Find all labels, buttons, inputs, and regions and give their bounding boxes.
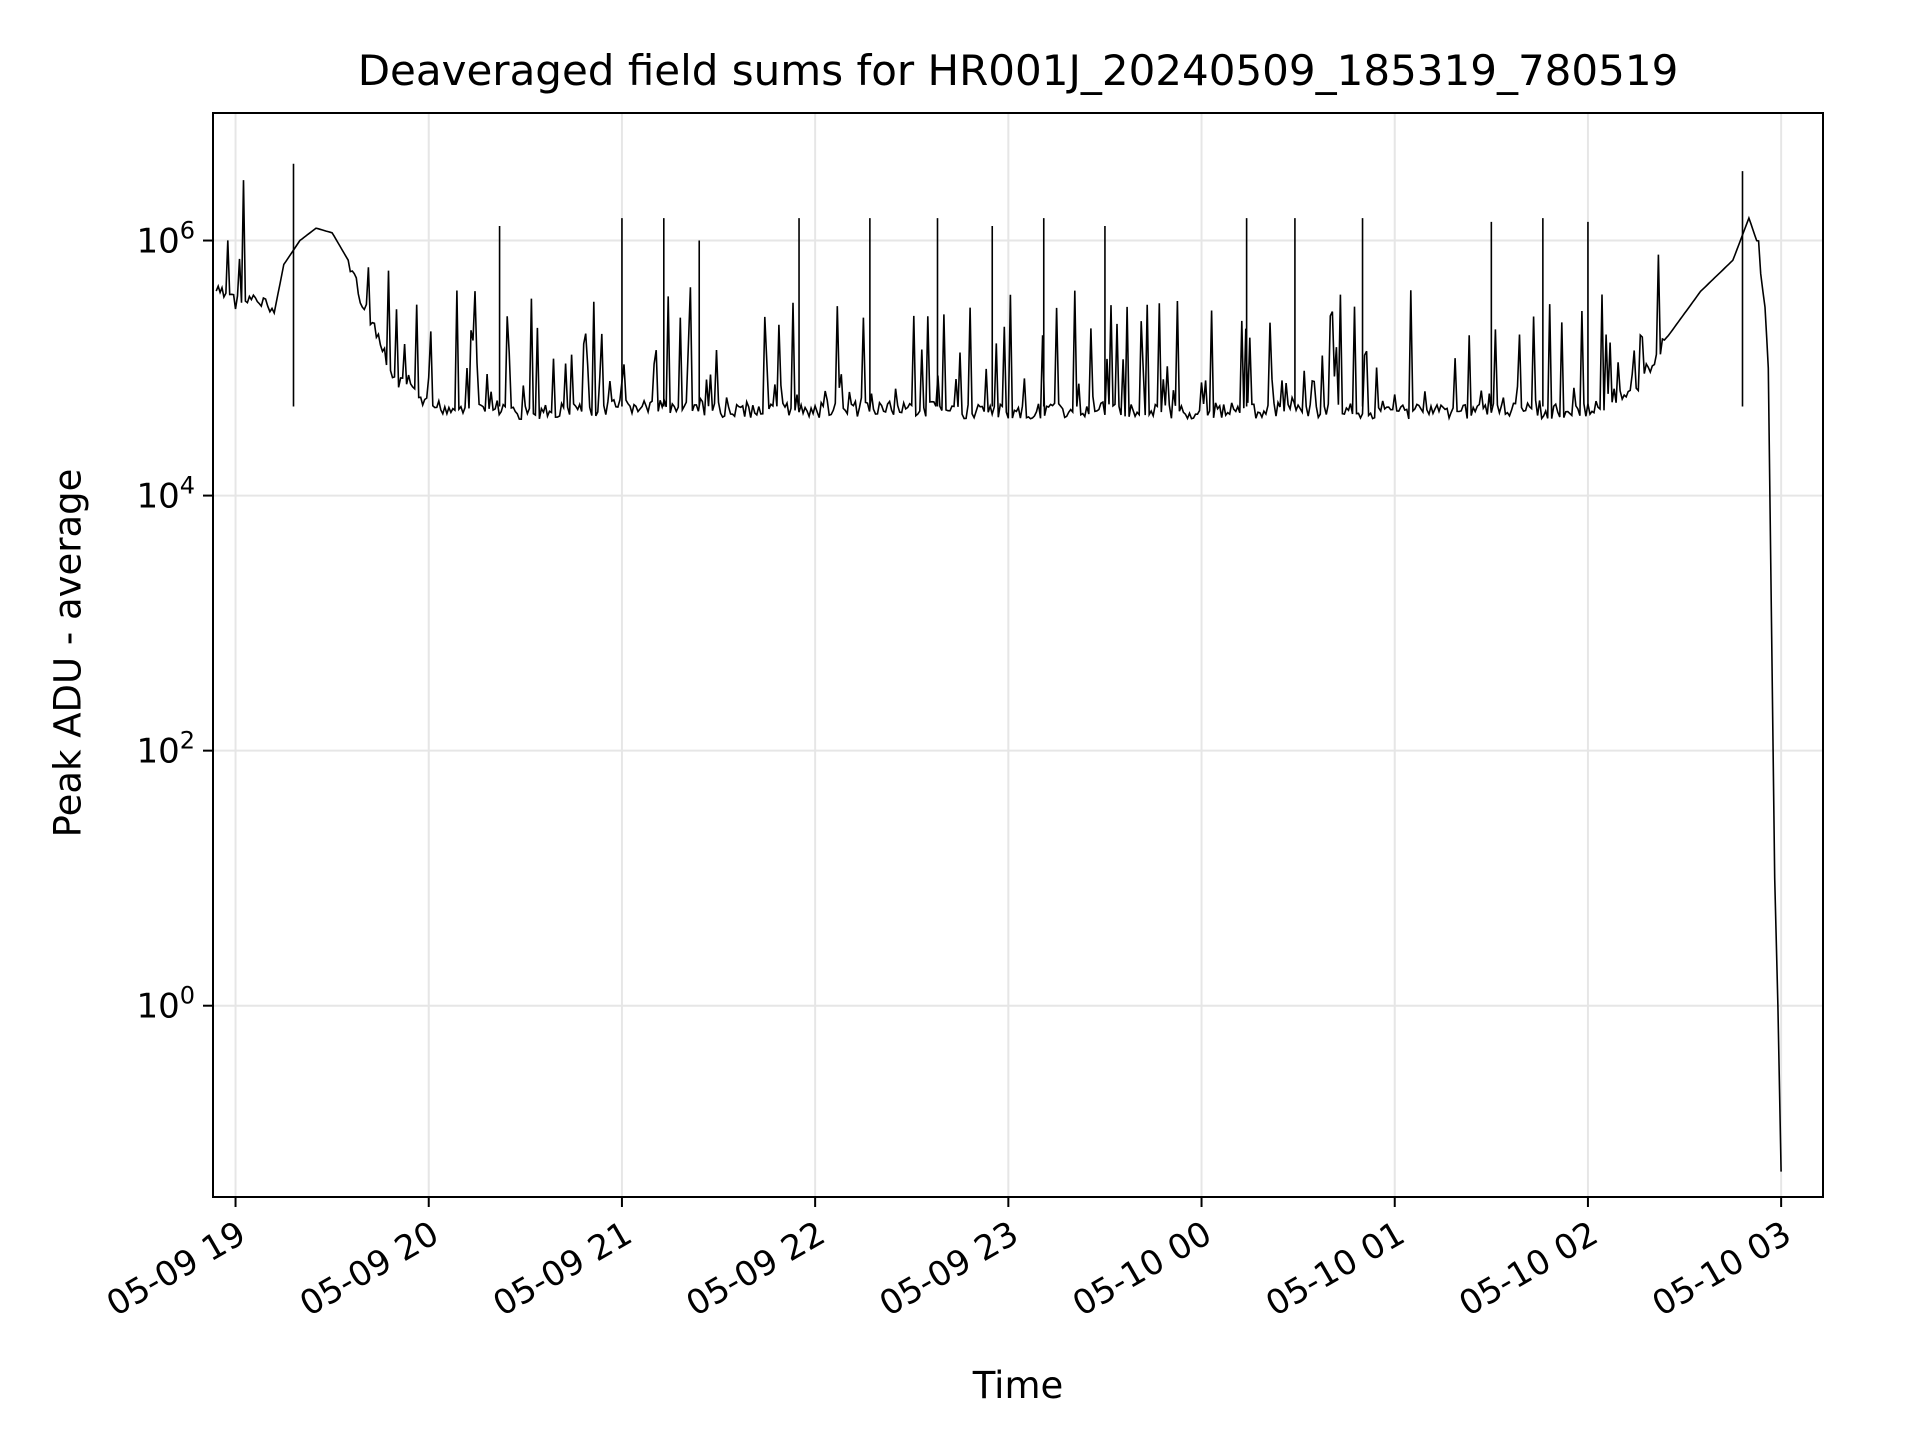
- y-tick-label: 106: [136, 217, 195, 262]
- y-axis-label: Peak ADU - average: [46, 468, 90, 838]
- x-tick-label: 05-10 03: [1646, 1214, 1798, 1325]
- y-tick-label: 104: [136, 472, 195, 517]
- x-tick-label: 05-09 19: [100, 1214, 252, 1325]
- x-axis-label: Time: [972, 1364, 1064, 1407]
- grid-lines: [213, 113, 1823, 1197]
- series-line: [215, 180, 1782, 1172]
- x-tick-label: 05-09 22: [680, 1214, 832, 1325]
- x-tick-label: 05-10 02: [1452, 1214, 1604, 1325]
- data-series: [215, 163, 1782, 1172]
- x-tick-label: 05-09 23: [873, 1214, 1025, 1325]
- y-tick-label: 100: [136, 982, 195, 1027]
- x-tick-label: 05-09 21: [486, 1214, 638, 1325]
- plot-frame: [212, 112, 1824, 1198]
- x-tick-label: 05-10 01: [1259, 1214, 1411, 1325]
- x-tick-label: 05-09 20: [293, 1214, 445, 1325]
- x-tick-label: 05-10 00: [1066, 1214, 1218, 1325]
- y-tick-label: 102: [136, 727, 195, 772]
- chart-title: Deaveraged field sums for HR001J_2024050…: [357, 46, 1679, 95]
